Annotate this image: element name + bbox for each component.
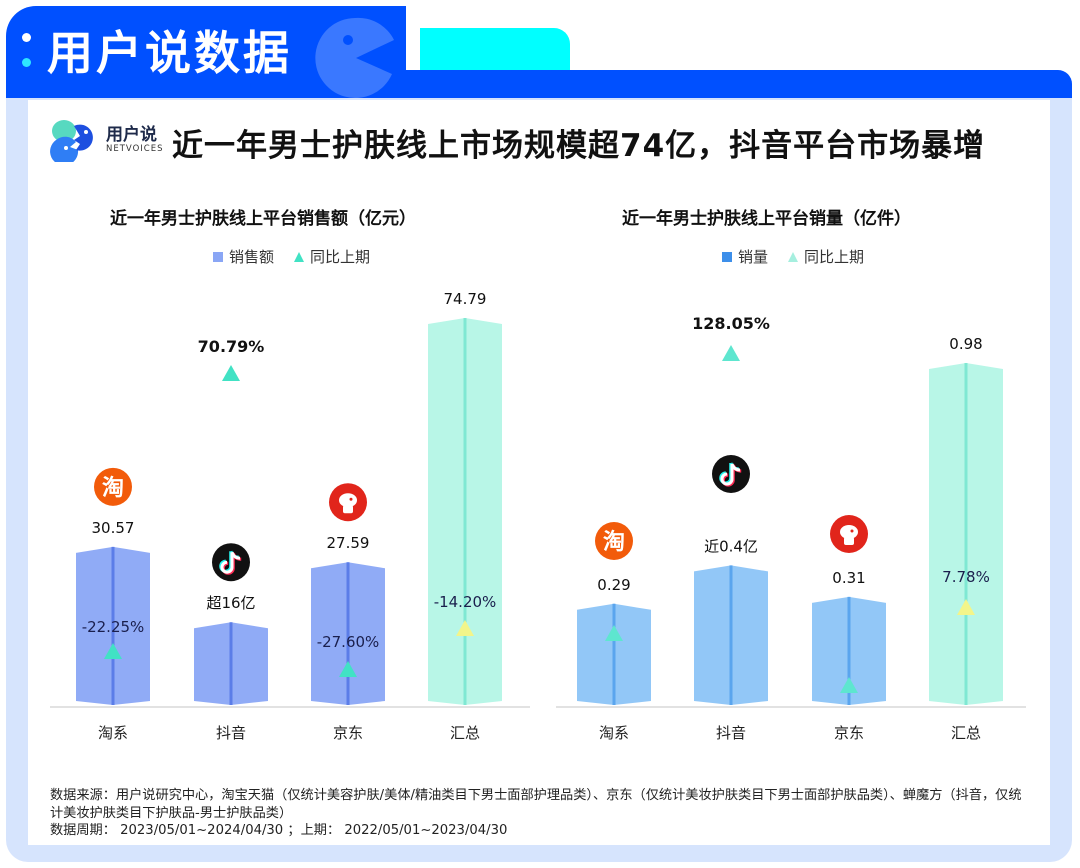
legend-square-icon [722,251,732,262]
svg-text:淘: 淘 [603,529,625,555]
chart-1-category-label: 汇总 [450,724,480,742]
chart-1-category-label: 淘系 [98,724,128,742]
chart-1-legend: 销售额 同比上期 [213,246,370,267]
chart-2-yoy-marker [722,345,740,361]
chart-1-yoy-label: -14.20% [434,593,497,611]
legend-label-volume: 销量 [738,248,769,266]
jd-icon [329,483,367,522]
chart-2-category-label: 汇总 [951,724,981,742]
chart-1-yoy-marker [104,643,122,659]
legend-triangle-icon [294,251,305,262]
legend-triangle-icon [788,251,799,262]
chart-2-value-label: 0.29 [597,576,630,594]
chart-2-title: 近一年男士护肤线上平台销量（亿件） [622,209,911,229]
chart-2-category-label: 京东 [834,724,864,742]
chart-2-category-label: 淘系 [599,724,629,742]
chart-1-bar-2 [311,562,385,705]
taobao-icon: 淘 [94,467,132,506]
footnote: 数据来源：用户说研究中心，淘宝天猫（仅统计美容护肤/美体/精油类目下男士面部护理… [50,787,1030,840]
chart-2-yoy-marker [957,599,975,615]
chart-1-title: 近一年男士护肤线上平台销售额（亿元） [110,209,416,229]
chart-2-value-label: 0.98 [949,335,982,353]
chart-2-yoy-label: 128.05% [692,314,770,333]
chart-2-value-label: 0.31 [832,569,865,587]
chart-2-bar-1 [694,565,768,705]
chart-1-yoy-marker [339,661,357,677]
chart-2-bar-0 [577,603,651,705]
brand-title: 用户说数据 [22,18,292,82]
content-panel [28,100,1050,845]
jd-icon [830,515,868,553]
brand-dots-icon [22,33,31,67]
svg-text:淘: 淘 [102,475,124,501]
chart-1-bar-3 [428,318,502,705]
chart-1-category-label: 抖音 [216,724,246,742]
legend-label-yoy: 同比上期 [804,248,865,266]
chart-1-yoy-label: -22.25% [82,618,145,636]
footnote-period: 数据周期： 2023/05/01~2024/04/30 ；上期： 2022/05… [50,823,508,838]
chart-1-yoy-label: 70.79% [198,337,265,356]
main-title: 近一年男士护肤线上市场规模超74亿，抖音平台市场暴增 [172,128,986,164]
chart-1-category-label: 京东 [333,724,363,742]
chart-2-legend: 销量 同比上期 [722,246,864,267]
logo-name: 用户说 [106,125,157,145]
chart-2-category-label: 抖音 [716,724,746,742]
logo-english: NETVOICES [106,144,164,154]
legend-square-icon [213,251,223,262]
chart-2-yoy-marker [605,625,623,641]
chart-2-yoy-label: 7.78% [942,568,990,586]
chart-1-value-label: 27.59 [327,534,370,552]
pacman-decoration-icon [315,17,394,98]
chart-2-value-label: 近0.4亿 [704,537,758,555]
chart-1-value-label: 30.57 [92,519,135,537]
chart-2-yoy-marker [840,677,858,693]
netvoices-logo-icon [50,120,93,162]
chart-1-bar-0 [76,546,150,705]
douyin-icon [212,543,250,582]
brand-title-text: 用户说数据 [47,26,292,80]
chart-1-value-label: 超16亿 [206,594,255,612]
chart-1-value-label: 74.79 [444,290,487,308]
chart-1-bar-1 [194,622,268,705]
legend-label-sales: 销售额 [229,248,275,266]
footnote-source: 数据来源：用户说研究中心，淘宝天猫（仅统计美容护肤/美体/精油类目下男士面部护理… [50,788,1022,821]
netvoices-logo: 用户说 NETVOICES [50,118,164,162]
legend-label-yoy: 同比上期 [310,248,371,266]
chart-1-yoy-marker [222,365,240,381]
chart-2-bar-3 [929,363,1003,705]
taobao-icon: 淘 [595,522,633,560]
header-cyan-accent [420,28,570,70]
chart-1-yoy-marker [456,620,474,636]
douyin-icon [712,455,750,493]
chart-1-yoy-label: -27.60% [317,633,380,651]
